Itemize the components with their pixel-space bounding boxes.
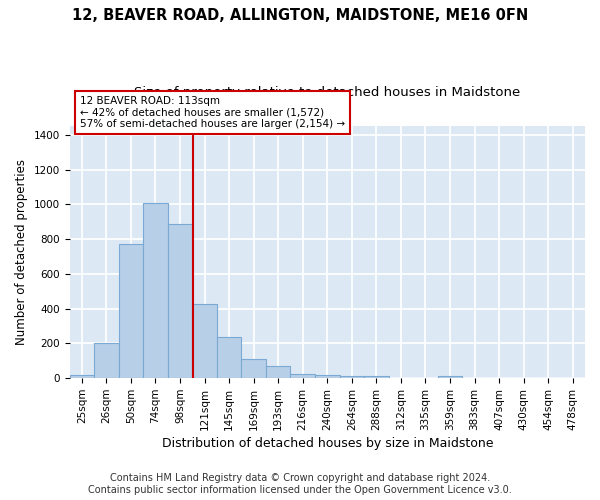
Bar [94,344,119,378]
Bar [70,374,94,378]
Text: 12 BEAVER ROAD: 113sqm
← 42% of detached houses are smaller (1,572)
57% of semi-: 12 BEAVER ROAD: 113sqm ← 42% of detached… [80,96,345,129]
Bar [340,376,364,378]
Bar [143,202,168,378]
Bar [168,224,192,378]
Bar [266,366,290,378]
Bar [438,376,462,378]
Bar [290,374,315,378]
Bar [315,374,340,378]
Text: 12, BEAVER ROAD, ALLINGTON, MAIDSTONE, ME16 0FN: 12, BEAVER ROAD, ALLINGTON, MAIDSTONE, M… [72,8,528,22]
Bar [217,338,241,378]
Text: Contains HM Land Registry data © Crown copyright and database right 2024.
Contai: Contains HM Land Registry data © Crown c… [88,474,512,495]
Bar [192,304,217,378]
Bar [119,244,143,378]
X-axis label: Distribution of detached houses by size in Maidstone: Distribution of detached houses by size … [161,437,493,450]
Title: Size of property relative to detached houses in Maidstone: Size of property relative to detached ho… [134,86,520,98]
Y-axis label: Number of detached properties: Number of detached properties [15,159,28,345]
Bar [364,376,389,378]
Bar [241,359,266,378]
